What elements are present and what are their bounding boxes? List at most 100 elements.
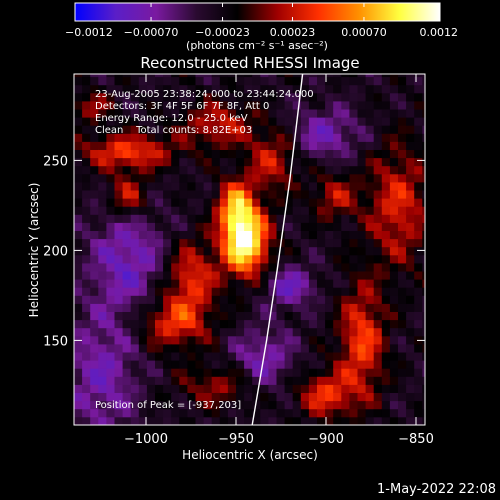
heatmap-cell [146,238,156,248]
heatmap-cell [389,117,399,126]
heatmap-cell [114,335,123,345]
heatmap-cell [414,182,423,191]
heatmap-cell [227,352,237,361]
heatmap-cell [219,206,229,215]
heatmap-cell [268,303,277,312]
heatmap-cell [357,74,366,78]
heatmap-cell [146,303,156,312]
heatmap-cell [308,76,318,86]
heatmap-cell [187,384,196,393]
heatmap-cell [341,246,350,256]
heatmap-cell [155,76,164,86]
heatmap-cell [252,117,261,126]
heatmap-cell [244,303,253,312]
heatmap-cell [187,295,196,304]
heatmap-cell [163,303,172,312]
heatmap-cell [317,165,326,175]
heatmap-cell [74,149,83,159]
heatmap-cell [284,287,294,296]
heatmap-cell [284,125,294,134]
heatmap-cell [82,416,91,425]
heatmap-cell [357,246,366,256]
heatmap-cell [244,206,253,215]
heatmap-cell [308,327,318,337]
heatmap-cell [114,416,123,425]
heatmap-cell [211,117,221,126]
heatmap-cell [106,117,115,126]
heatmap-cell [219,109,229,118]
heatmap-cell [114,92,123,102]
heatmap-cell [122,360,132,369]
heatmap-cell [244,84,253,94]
chart-title: Reconstructed RHESSI Image [140,54,359,72]
heatmap-cell [227,74,237,78]
heatmap-cell [333,344,342,353]
heatmap-cell [122,376,132,385]
heatmap-cell [74,206,83,215]
heatmap-cell [389,173,399,183]
heatmap-cell [381,157,391,167]
heatmap-cell [357,319,366,329]
heatmap-cell [333,376,342,385]
heatmap-cell [163,149,172,159]
heatmap-cell [155,230,164,240]
heatmap-cell [252,344,261,353]
heatmap-cell [317,368,326,377]
heatmap-cell [414,101,423,110]
heatmap-cell [406,376,415,385]
heatmap-cell [244,352,253,361]
heatmap-cell [98,141,107,150]
heatmap-cell [308,238,318,248]
heatmap-cell [74,352,83,361]
heatmap-cell [357,165,366,175]
heatmap-cell [268,360,277,369]
heatmap-cell [276,133,285,142]
heatmap-cell [114,157,123,167]
heatmap-cell [300,352,310,361]
heatmap-cell [398,327,407,337]
heatmap-cell [227,327,237,337]
heatmap-cell [195,246,204,256]
heatmap-cell [292,157,302,167]
heatmap-cell [341,400,350,410]
heatmap-cell [114,198,123,207]
heatmap-cell [284,392,294,402]
heatmap-cell [284,352,294,361]
heatmap-cell [398,352,407,361]
heatmap-cell [74,246,83,256]
heatmap-cell [195,327,204,337]
heatmap-cell [211,133,221,142]
heatmap-cell [406,408,415,418]
heatmap-cell [373,416,383,425]
heatmap-cell [333,149,342,159]
heatmap-cell [106,76,115,86]
heatmap-cell [414,173,423,183]
heatmap-cell [276,214,285,223]
heatmap-cell [268,319,277,329]
heatmap-cell [114,84,123,94]
heatmap-cell [244,133,253,142]
heatmap-cell [300,149,310,159]
heatmap-cell [317,76,326,86]
heatmap-cell [389,303,399,312]
heatmap-cell [155,165,164,175]
heatmap-cell [219,133,229,142]
heatmap-cell [98,133,107,142]
heatmap-cell [260,368,269,377]
heatmap-cell [365,238,375,248]
heatmap-cell [90,182,99,191]
heatmap-cell [236,125,245,134]
heatmap-cell [414,360,423,369]
heatmap-cell [398,173,407,183]
heatmap-cell [414,295,423,304]
heatmap-cell [398,182,407,191]
heatmap-cell [284,344,294,353]
heatmap-cell [341,376,350,385]
heatmap-cell [219,238,229,248]
heatmap-cell [244,263,253,272]
heatmap-cell [317,279,326,288]
heatmap-cell [349,368,358,377]
heatmap-cell [284,263,294,272]
heatmap-cell [381,254,391,264]
heatmap-cell [373,222,383,231]
